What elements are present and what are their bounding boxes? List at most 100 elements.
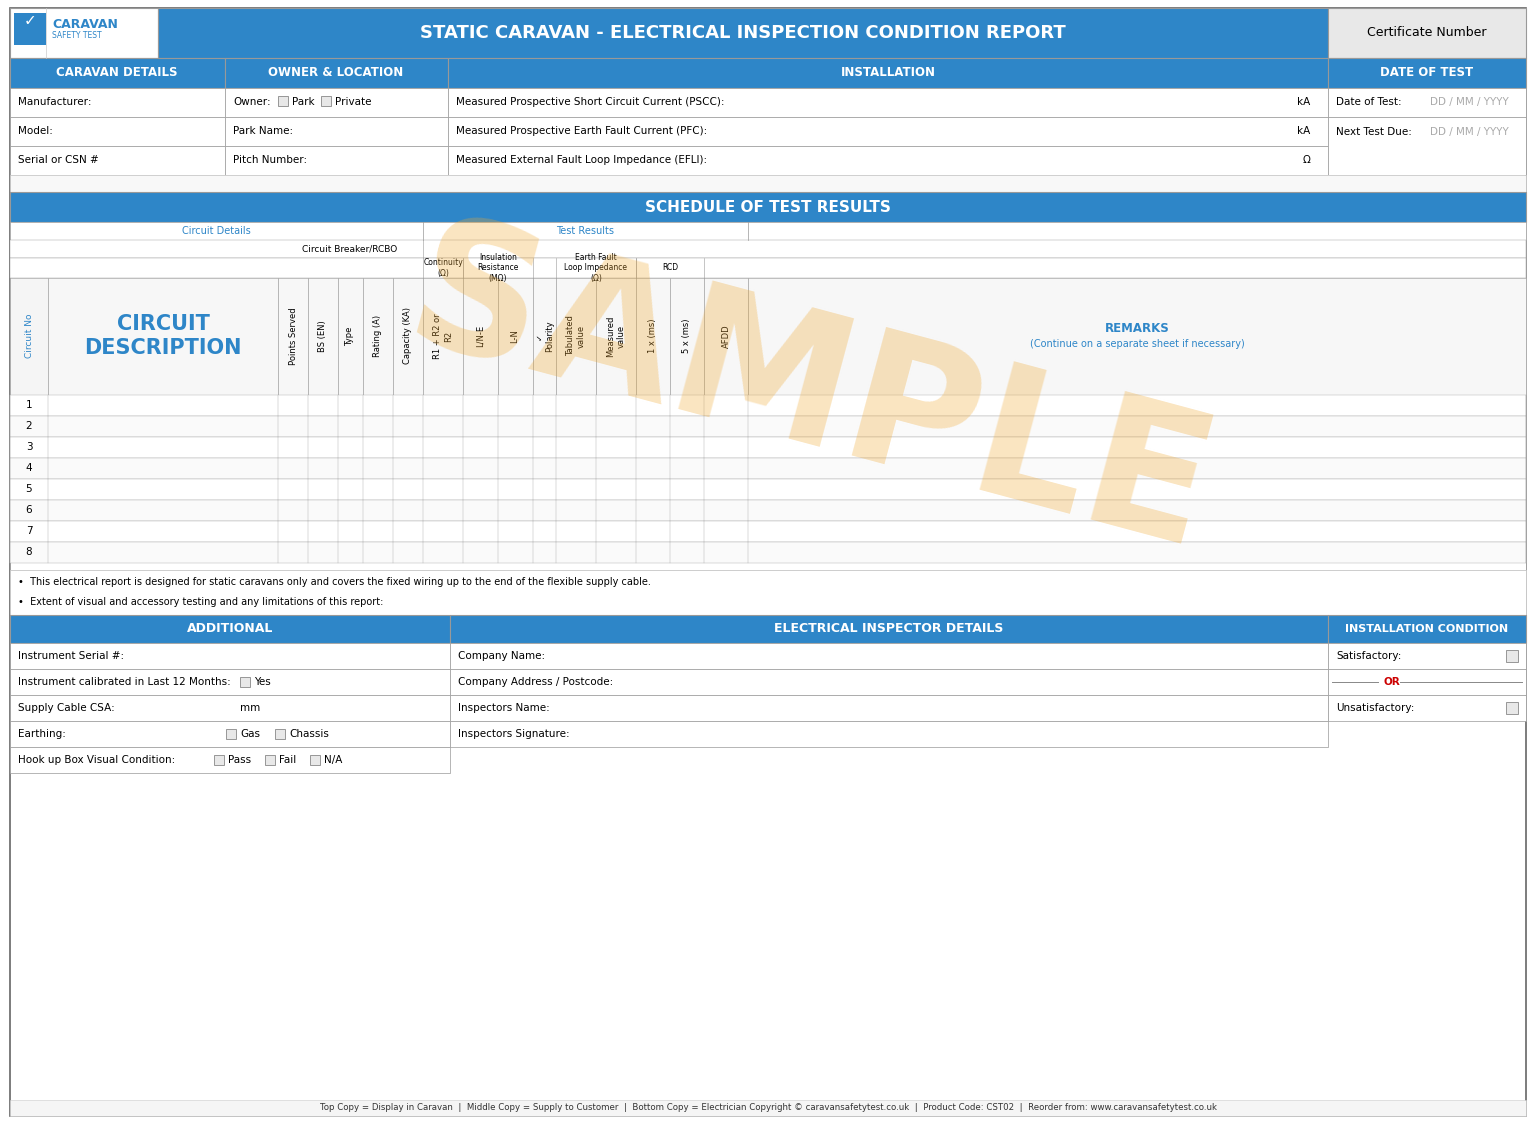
Text: Capacity (KA): Capacity (KA) xyxy=(404,308,413,364)
Text: Earth Fault
Loop Impedance
(Ω): Earth Fault Loop Impedance (Ω) xyxy=(565,253,628,283)
Bar xyxy=(11,643,450,669)
Text: STATIC CARAVAN - ELECTRICAL INSPECTION CONDITION REPORT: STATIC CARAVAN - ELECTRICAL INSPECTION C… xyxy=(421,24,1066,42)
Text: Instrument calibrated in Last 12 Months:: Instrument calibrated in Last 12 Months: xyxy=(18,677,230,687)
Bar xyxy=(449,146,1329,175)
Text: kA: kA xyxy=(1296,126,1310,136)
Bar xyxy=(14,13,46,45)
Bar xyxy=(11,522,1525,542)
Bar xyxy=(11,223,1525,570)
Text: 6: 6 xyxy=(26,505,32,515)
Text: 5 x (ms): 5 x (ms) xyxy=(682,319,691,353)
Text: 4: 4 xyxy=(26,463,32,473)
Text: 3: 3 xyxy=(26,442,32,452)
Bar xyxy=(422,278,462,395)
Bar xyxy=(449,58,1329,88)
Bar xyxy=(11,8,158,58)
Text: Supply Cable CSA:: Supply Cable CSA: xyxy=(18,702,115,713)
Bar xyxy=(362,278,393,395)
Text: Fail: Fail xyxy=(280,755,296,765)
Text: ELECTRICAL INSPECTOR DETAILS: ELECTRICAL INSPECTOR DETAILS xyxy=(774,623,1003,635)
Text: Tabulated
value: Tabulated value xyxy=(567,316,585,356)
Text: N/A: N/A xyxy=(324,755,343,765)
Text: Rating (A): Rating (A) xyxy=(373,315,382,357)
Bar xyxy=(462,278,498,395)
Text: INSTALLATION: INSTALLATION xyxy=(840,66,935,80)
Text: Chassis: Chassis xyxy=(289,729,329,738)
Text: AFDD: AFDD xyxy=(722,324,731,347)
Bar xyxy=(11,615,450,643)
Text: Inspectors Signature:: Inspectors Signature: xyxy=(458,729,570,738)
Bar xyxy=(11,259,1525,278)
Text: Unsatisfactory:: Unsatisfactory: xyxy=(1336,702,1415,713)
Bar xyxy=(240,677,250,687)
Bar xyxy=(703,278,748,395)
Text: Circuit Breaker/RCBO: Circuit Breaker/RCBO xyxy=(303,245,398,254)
Text: RCD: RCD xyxy=(662,263,677,272)
Bar xyxy=(11,457,1525,479)
Bar xyxy=(278,278,309,395)
Text: ✓
Polarity: ✓ Polarity xyxy=(535,320,553,352)
Text: Company Name:: Company Name: xyxy=(458,651,545,661)
Bar xyxy=(1329,88,1525,117)
Text: Owner:: Owner: xyxy=(233,97,270,107)
Text: 1 x (ms): 1 x (ms) xyxy=(648,319,657,353)
Bar xyxy=(11,416,1525,437)
Bar xyxy=(11,58,224,88)
Text: Measured Prospective Earth Fault Current (PFC):: Measured Prospective Earth Fault Current… xyxy=(456,126,707,136)
Text: Measured External Fault Loop Impedance (EFLI):: Measured External Fault Loop Impedance (… xyxy=(456,155,707,165)
Text: Inspectors Name:: Inspectors Name: xyxy=(458,702,550,713)
Bar xyxy=(1329,58,1525,88)
Bar xyxy=(226,729,237,738)
Bar xyxy=(533,278,556,395)
Bar xyxy=(11,1100,1525,1116)
Text: Park: Park xyxy=(292,97,315,107)
Text: Measured
value: Measured value xyxy=(607,316,625,356)
Bar xyxy=(449,117,1329,146)
Bar xyxy=(224,117,449,146)
Text: L/N-E: L/N-E xyxy=(476,325,484,347)
Text: DD / MM / YYYY: DD / MM / YYYY xyxy=(1430,97,1508,107)
Bar xyxy=(450,615,1329,643)
Text: 5: 5 xyxy=(26,484,32,495)
Text: Ω: Ω xyxy=(1303,155,1310,165)
Bar xyxy=(275,729,286,738)
Bar xyxy=(450,695,1329,720)
Bar xyxy=(278,96,289,106)
Bar xyxy=(48,278,278,395)
Bar xyxy=(1329,669,1525,695)
Bar xyxy=(214,755,224,765)
Bar xyxy=(266,755,275,765)
Bar xyxy=(1329,615,1525,643)
Text: Private: Private xyxy=(335,97,372,107)
Bar xyxy=(11,395,1525,416)
Bar xyxy=(224,88,449,117)
Text: Pitch Number:: Pitch Number: xyxy=(233,155,307,165)
Text: R1 + R2 or
R2: R1 + R2 or R2 xyxy=(433,314,453,359)
Bar xyxy=(11,695,450,720)
Text: SCHEDULE OF TEST RESULTS: SCHEDULE OF TEST RESULTS xyxy=(645,199,891,215)
Bar xyxy=(1329,117,1525,175)
Bar xyxy=(11,146,224,175)
Bar xyxy=(11,479,1525,500)
Text: L-N: L-N xyxy=(510,329,519,343)
Text: CARAVAN DETAILS: CARAVAN DETAILS xyxy=(57,66,178,80)
Bar xyxy=(11,175,1525,192)
Bar xyxy=(596,278,636,395)
Text: Insulation
Resistance
(MΩ): Insulation Resistance (MΩ) xyxy=(478,253,519,283)
Text: Company Address / Postcode:: Company Address / Postcode: xyxy=(458,677,613,687)
Text: Instrument Serial #:: Instrument Serial #: xyxy=(18,651,124,661)
Text: OWNER & LOCATION: OWNER & LOCATION xyxy=(269,66,404,80)
Bar xyxy=(11,241,1525,259)
Bar xyxy=(1505,702,1518,714)
Bar xyxy=(748,278,1525,395)
Bar xyxy=(224,146,449,175)
Text: SAFETY TEST: SAFETY TEST xyxy=(52,31,101,40)
Bar xyxy=(11,542,1525,563)
Text: Yes: Yes xyxy=(253,677,270,687)
Text: Earthing:: Earthing: xyxy=(18,729,66,738)
Bar xyxy=(393,278,422,395)
Bar xyxy=(556,278,596,395)
Text: mm: mm xyxy=(240,702,260,713)
Bar xyxy=(11,669,450,695)
Bar xyxy=(309,278,338,395)
